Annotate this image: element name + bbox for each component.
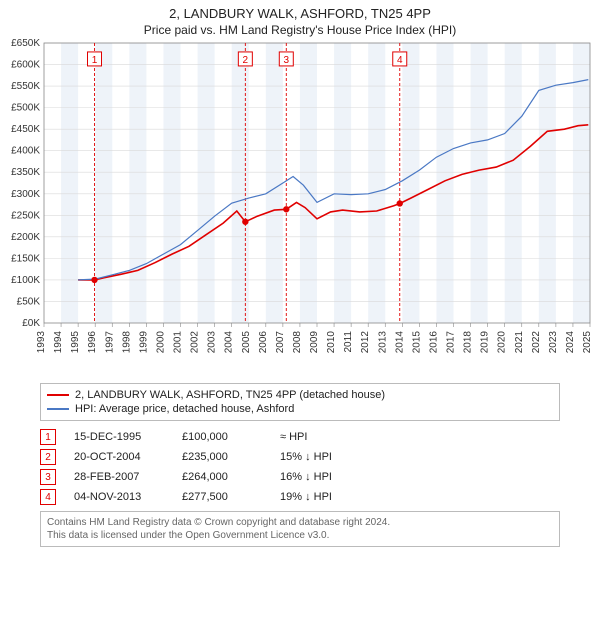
svg-text:1996: 1996 — [87, 331, 98, 354]
row-date: 04-NOV-2013 — [74, 491, 164, 503]
svg-text:2010: 2010 — [326, 331, 337, 354]
svg-text:2017: 2017 — [446, 331, 457, 354]
svg-text:2006: 2006 — [258, 331, 269, 354]
row-price: £235,000 — [182, 451, 262, 463]
table-row: 3 28-FEB-2007 £264,000 16% ↓ HPI — [40, 467, 560, 487]
svg-text:£350K: £350K — [11, 167, 40, 178]
legend-label: 2, LANDBURY WALK, ASHFORD, TN25 4PP (det… — [75, 389, 385, 401]
footer-line: This data is licensed under the Open Gov… — [47, 529, 553, 542]
svg-text:£550K: £550K — [11, 81, 40, 92]
row-delta: ≈ HPI — [280, 431, 307, 443]
legend-swatch — [47, 408, 69, 410]
row-price: £264,000 — [182, 471, 262, 483]
svg-text:1995: 1995 — [70, 331, 81, 354]
svg-text:4: 4 — [397, 55, 403, 66]
svg-text:£400K: £400K — [11, 146, 40, 157]
svg-text:1994: 1994 — [53, 331, 64, 354]
svg-text:2020: 2020 — [497, 331, 508, 354]
svg-text:2013: 2013 — [377, 331, 388, 354]
row-marker-icon: 4 — [40, 489, 56, 505]
row-delta: 19% ↓ HPI — [280, 491, 332, 503]
table-row: 2 20-OCT-2004 £235,000 15% ↓ HPI — [40, 447, 560, 467]
row-date: 28-FEB-2007 — [74, 471, 164, 483]
svg-text:2: 2 — [243, 55, 249, 66]
svg-text:£0K: £0K — [22, 318, 40, 329]
svg-text:1999: 1999 — [138, 331, 149, 354]
legend-item: HPI: Average price, detached house, Ashf… — [47, 402, 553, 416]
svg-text:2023: 2023 — [548, 331, 559, 354]
legend-swatch — [47, 394, 69, 396]
svg-text:2015: 2015 — [411, 331, 422, 354]
row-marker-icon: 3 — [40, 469, 56, 485]
svg-text:2003: 2003 — [207, 331, 218, 354]
svg-text:2016: 2016 — [428, 331, 439, 354]
svg-text:2000: 2000 — [155, 331, 166, 354]
svg-text:£300K: £300K — [11, 189, 40, 200]
legend-box: 2, LANDBURY WALK, ASHFORD, TN25 4PP (det… — [40, 383, 560, 421]
svg-text:£200K: £200K — [11, 232, 40, 243]
row-price: £277,500 — [182, 491, 262, 503]
svg-text:3: 3 — [284, 55, 290, 66]
svg-text:£600K: £600K — [11, 60, 40, 71]
row-date: 20-OCT-2004 — [74, 451, 164, 463]
svg-text:2002: 2002 — [190, 331, 201, 354]
svg-text:1998: 1998 — [121, 331, 132, 354]
page-title: 2, LANDBURY WALK, ASHFORD, TN25 4PP — [0, 0, 600, 21]
svg-text:£150K: £150K — [11, 253, 40, 264]
svg-text:2014: 2014 — [394, 331, 405, 354]
svg-text:1993: 1993 — [36, 331, 47, 354]
transactions-table: 1 15-DEC-1995 £100,000 ≈ HPI 2 20-OCT-20… — [40, 427, 560, 507]
table-row: 4 04-NOV-2013 £277,500 19% ↓ HPI — [40, 487, 560, 507]
price-chart: £0K £50K £100K £150K £200K £250K £300K £350K £40… — [0, 37, 600, 377]
svg-text:2009: 2009 — [309, 331, 320, 354]
svg-text:2019: 2019 — [480, 331, 491, 354]
svg-text:£500K: £500K — [11, 103, 40, 114]
svg-text:£50K: £50K — [17, 296, 41, 307]
svg-text:2007: 2007 — [275, 331, 286, 354]
svg-text:£250K: £250K — [11, 210, 40, 221]
svg-text:£450K: £450K — [11, 124, 40, 135]
svg-text:2022: 2022 — [531, 331, 542, 354]
svg-text:2021: 2021 — [514, 331, 525, 354]
table-row: 1 15-DEC-1995 £100,000 ≈ HPI — [40, 427, 560, 447]
svg-text:2012: 2012 — [360, 331, 371, 354]
svg-text:1997: 1997 — [104, 331, 115, 354]
footer-line: Contains HM Land Registry data © Crown c… — [47, 516, 553, 529]
row-date: 15-DEC-1995 — [74, 431, 164, 443]
svg-text:2011: 2011 — [343, 331, 354, 353]
row-price: £100,000 — [182, 431, 262, 443]
page-subtitle: Price paid vs. HM Land Registry's House … — [0, 21, 600, 37]
svg-text:£650K: £650K — [11, 38, 40, 49]
svg-text:2008: 2008 — [292, 331, 303, 354]
footer-box: Contains HM Land Registry data © Crown c… — [40, 511, 560, 547]
legend-label: HPI: Average price, detached house, Ashf… — [75, 403, 294, 415]
svg-text:2025: 2025 — [582, 331, 593, 354]
svg-text:1: 1 — [92, 55, 98, 66]
svg-text:2005: 2005 — [241, 331, 252, 354]
svg-text:£100K: £100K — [11, 275, 40, 286]
row-delta: 16% ↓ HPI — [280, 471, 332, 483]
legend-item: 2, LANDBURY WALK, ASHFORD, TN25 4PP (det… — [47, 388, 553, 402]
svg-text:2024: 2024 — [565, 331, 576, 354]
svg-text:2001: 2001 — [173, 331, 184, 354]
row-marker-icon: 2 — [40, 449, 56, 465]
row-delta: 15% ↓ HPI — [280, 451, 332, 463]
row-marker-icon: 1 — [40, 429, 56, 445]
svg-text:2018: 2018 — [463, 331, 474, 354]
svg-text:2004: 2004 — [224, 331, 235, 354]
